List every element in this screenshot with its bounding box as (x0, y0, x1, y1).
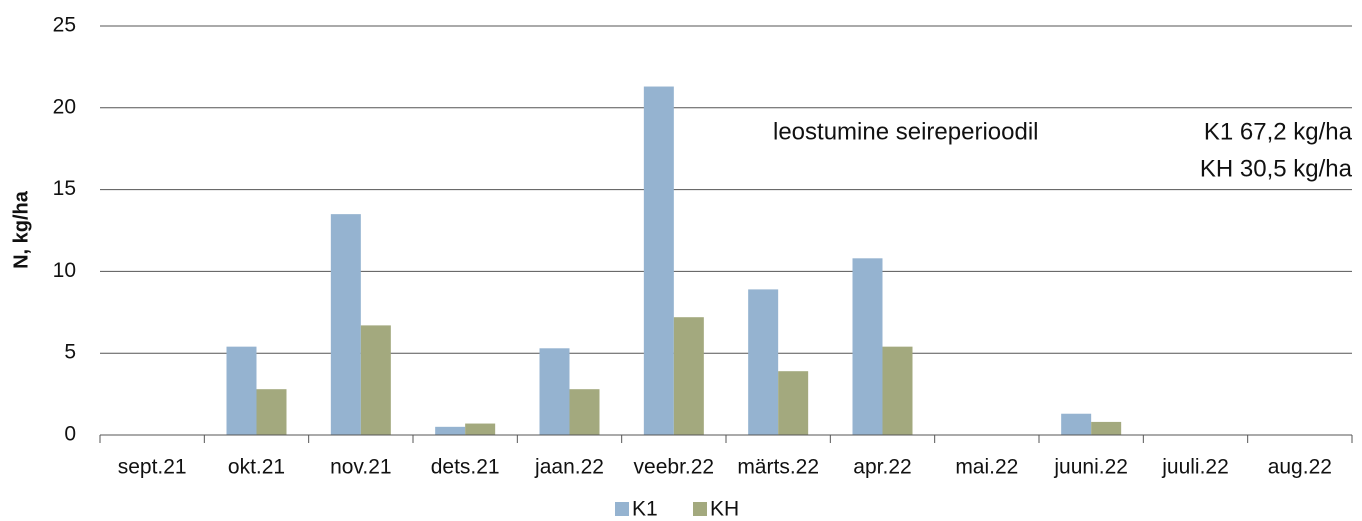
bar (330, 214, 361, 435)
y-tick-label: 10 (53, 259, 76, 282)
annotation: KH 30,5 kg/ha (1200, 155, 1353, 182)
bar (1091, 421, 1122, 435)
bar (569, 389, 600, 435)
x-tick-label: nov.21 (330, 456, 392, 479)
x-tick-label: sept.21 (118, 456, 187, 479)
x-tick-label: juuni.22 (1053, 456, 1128, 479)
x-tick-label: aug.22 (1268, 456, 1332, 479)
bar (673, 317, 704, 435)
x-tick-label: jaan.22 (534, 456, 604, 479)
legend-swatch (693, 502, 707, 516)
y-tick-label: 5 (64, 341, 76, 364)
bar (360, 325, 391, 435)
bar (539, 348, 570, 435)
x-tick-label: veebr.22 (634, 456, 715, 479)
annotation: leostumine seireperioodil (773, 118, 1038, 145)
annotation: K1 67,2 kg/ha (1204, 118, 1353, 145)
bar (226, 346, 257, 435)
legend-label: K1 (632, 498, 658, 521)
x-tick-label: apr.22 (853, 456, 911, 479)
y-tick-label: 25 (53, 14, 76, 37)
bar (852, 258, 883, 435)
x-tick-label: mai.22 (955, 456, 1018, 479)
x-tick-label: dets.21 (431, 456, 500, 479)
bar (778, 371, 809, 435)
bar (643, 86, 674, 436)
bar (256, 389, 287, 435)
x-tick-label: märts.22 (737, 456, 819, 479)
bar (465, 423, 496, 435)
x-tick-label: okt.21 (228, 456, 285, 479)
x-tick-label: juuli.22 (1161, 456, 1229, 479)
bar (435, 426, 466, 435)
legend-label: KH (710, 498, 739, 521)
y-tick-label: 20 (53, 95, 76, 118)
bar (882, 346, 913, 435)
y-tick-label: 0 (64, 423, 76, 446)
bar (1061, 413, 1092, 435)
legend-swatch (615, 502, 629, 516)
y-axis-label: N, kg/ha (10, 190, 32, 269)
bar (748, 289, 779, 435)
y-tick-label: 15 (53, 177, 76, 200)
